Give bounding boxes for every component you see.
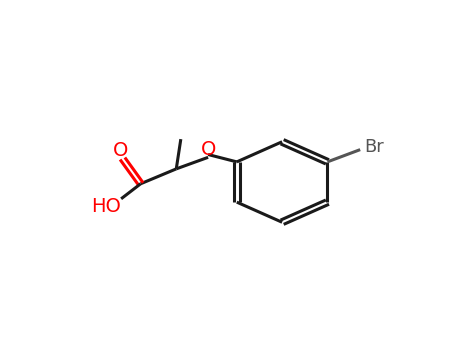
Text: O: O [201, 140, 216, 159]
Text: O: O [112, 141, 128, 160]
Text: HO: HO [91, 197, 121, 216]
Text: Br: Br [364, 138, 384, 156]
